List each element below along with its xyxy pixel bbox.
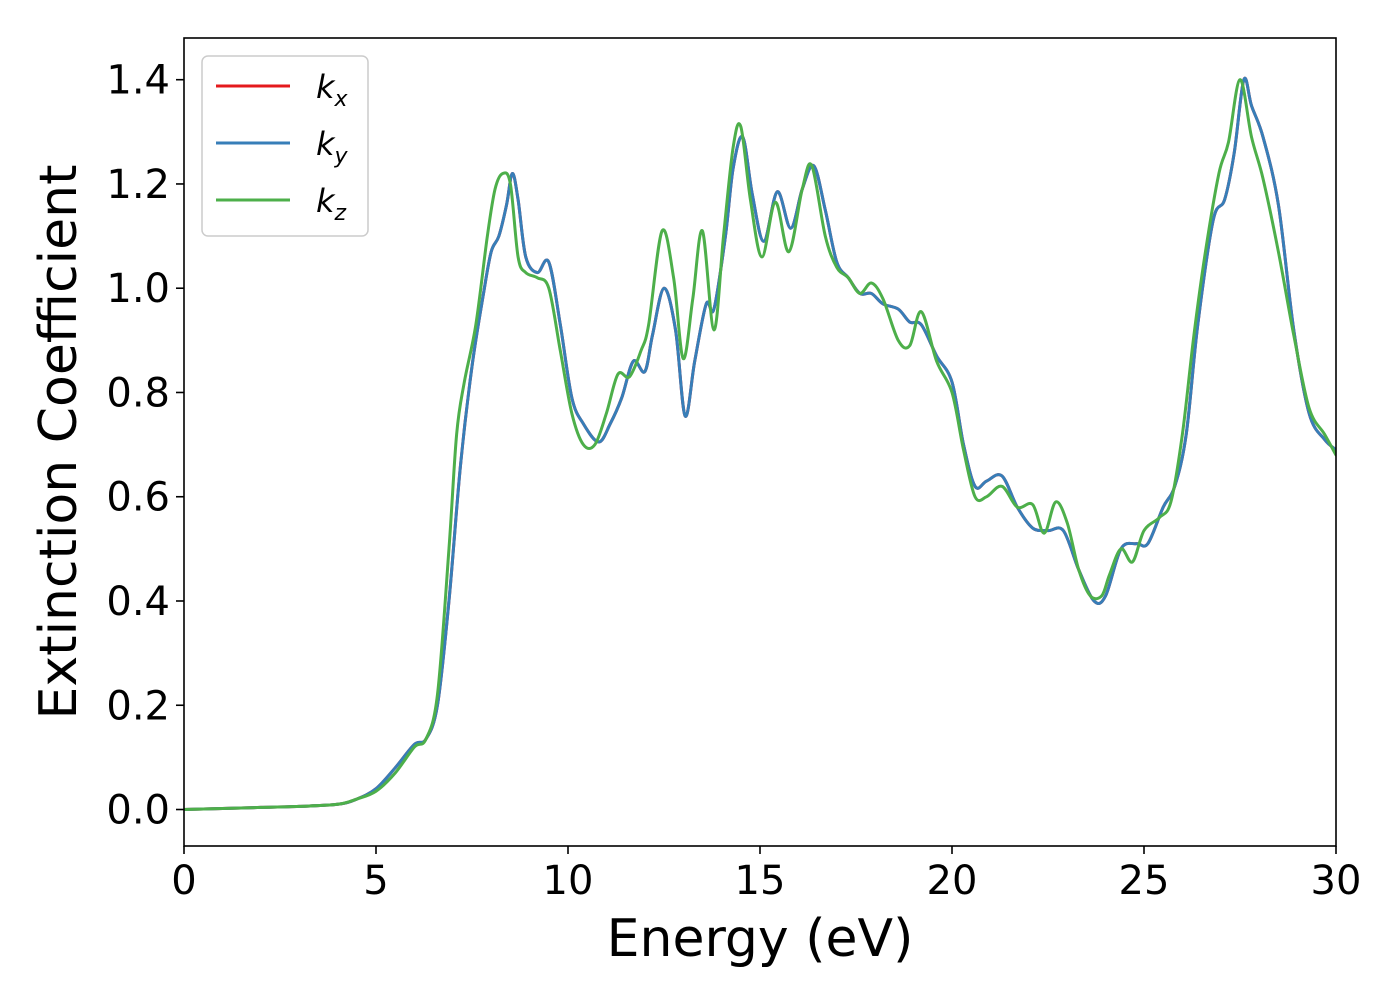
y-tick-label: 1.2 [106, 162, 170, 208]
y-tick-label: 0.4 [106, 579, 170, 625]
y-axis-ticks: 0.0 0.2 0.4 0.6 0.8 1.0 1.2 1.4 [106, 58, 184, 834]
y-axis-label: Extinction Coefficient [29, 165, 89, 720]
x-axis-ticks: 0 5 10 15 20 25 30 [171, 846, 1361, 904]
x-tick-label: 20 [927, 858, 978, 904]
x-tick-label: 0 [171, 858, 196, 904]
x-tick-label: 5 [363, 858, 388, 904]
y-tick-label: 1.0 [106, 266, 170, 312]
legend-box [201, 55, 369, 237]
x-tick-label: 10 [543, 858, 594, 904]
y-tick-label: 0.6 [106, 475, 170, 521]
x-tick-label: 15 [735, 858, 786, 904]
series-layer [184, 76, 1336, 812]
y-tick-label: 0.2 [106, 683, 170, 729]
y-tick-label: 0.8 [106, 370, 170, 416]
y-tick-label: 0.0 [106, 788, 170, 834]
y-tick-label: 1.4 [106, 58, 170, 104]
series-line-kz [184, 78, 1336, 812]
series-line-ky [184, 76, 1336, 812]
x-tick-label: 25 [1119, 858, 1170, 904]
x-tick-label: 30 [1311, 858, 1362, 904]
x-axis-label: Energy (eV) [607, 909, 914, 969]
